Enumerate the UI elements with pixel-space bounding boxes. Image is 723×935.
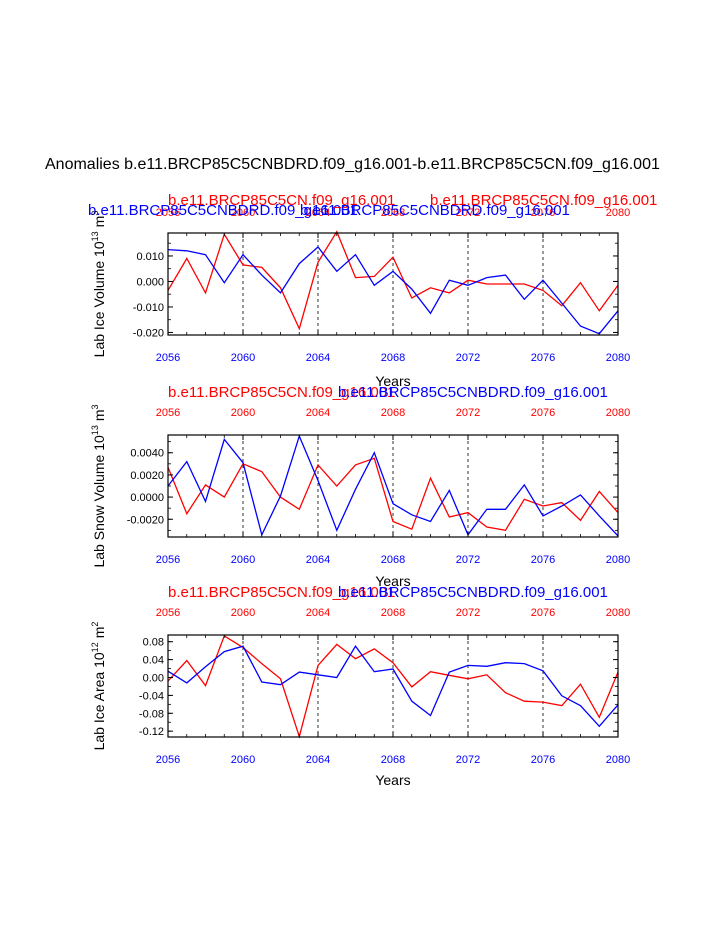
x-tick-label-bottom: 2080: [606, 554, 630, 566]
y-axis-label: Lab Ice Area 1012 m2: [90, 622, 107, 751]
x-tick-label-top: 2064: [306, 607, 330, 619]
x-tick-label-bottom: 2076: [531, 352, 555, 364]
x-tick-label-bottom: 2072: [456, 554, 480, 566]
x-tick-label-bottom: 2072: [456, 352, 480, 364]
x-tick-label-top: 2060: [231, 407, 255, 419]
x-tick-label-top: 2072: [456, 607, 480, 619]
x-axis-label: Years: [375, 573, 410, 589]
dataset-label: b.e11.BRCP85C5CNBDRD.f09_g16.001: [338, 384, 608, 401]
x-tick-label-top: 2068: [381, 207, 405, 219]
x-tick-label-top: 2072: [456, 407, 480, 419]
x-tick-label-top: 2080: [606, 607, 630, 619]
series-line-red: [167, 457, 619, 532]
y-axis-label-part: 2: [90, 622, 100, 627]
x-tick-label-bottom: 2080: [606, 352, 630, 364]
y-tick-label: -0.0020: [127, 514, 164, 526]
y-axis-label-part: 13: [90, 231, 100, 241]
dataset-label: b.e11.BRCP85C5CNBDRD.f09_g16.001: [88, 202, 358, 219]
x-tick-label-bottom: 2068: [381, 754, 405, 766]
x-tick-label-top: 2068: [381, 407, 405, 419]
x-tick-label-top: 2056: [156, 607, 180, 619]
y-axis-label-part: m: [91, 627, 107, 639]
y-tick-label: 0.000: [136, 276, 164, 288]
x-tick-label-top: 2072: [456, 207, 480, 219]
x-tick-label-bottom: 2080: [606, 754, 630, 766]
series-line-red: [167, 230, 619, 331]
x-tick-label-top: 2060: [231, 207, 255, 219]
x-tick-label-top: 2056: [156, 407, 180, 419]
y-axis-label: Lab Ice Volume 1013 m3: [90, 211, 107, 358]
series-line-blue: [167, 246, 619, 335]
dataset-label: b.e11.BRCP85C5CN.f09_g16.001: [168, 192, 395, 209]
y-axis-label-part: 13: [90, 425, 100, 435]
x-tick-label-top: 2064: [306, 407, 330, 419]
y-axis-label-part: m: [91, 216, 107, 228]
x-tick-label-top: 2064: [306, 207, 330, 219]
x-tick-label-bottom: 2056: [156, 754, 180, 766]
x-tick-label-top: 2080: [606, 207, 630, 219]
y-tick-label: 0.010: [136, 251, 164, 263]
y-tick-label: 0.0040: [130, 448, 164, 460]
y-axis-label-part: 3: [90, 404, 100, 409]
y-tick-label: -0.020: [133, 327, 164, 339]
page-title: Anomalies b.e11.BRCP85C5CNBDRD.f09_g16.0…: [45, 156, 660, 173]
series-line-blue: [167, 645, 619, 728]
x-tick-label-bottom: 2060: [231, 352, 255, 364]
y-axis-label-part: Lab Ice Volume 10: [91, 241, 107, 357]
x-tick-label-top: 2076: [531, 607, 555, 619]
dataset-label: b.e11.BRCP85C5CN.f09_g16.001: [168, 384, 395, 401]
dataset-label: b.e11.BRCP85C5CN.f09_g16.001: [430, 192, 657, 209]
y-axis-label-part: m: [91, 410, 107, 422]
x-tick-label-bottom: 2076: [531, 554, 555, 566]
x-tick-label-bottom: 2056: [156, 352, 180, 364]
x-tick-label-bottom: 2064: [306, 754, 330, 766]
x-tick-label-top: 2060: [231, 607, 255, 619]
x-tick-label-top: 2068: [381, 607, 405, 619]
y-tick-label: 0.08: [143, 637, 164, 649]
chart-panel-3: -0.12 -0.08 -0.04 0.00 0.04 0.08 2056 2056 2060 2…: [90, 584, 630, 788]
chart-panel-2: -0.0020 0.0000 0.0020 0.0040 2056 2056 2060 206…: [90, 384, 630, 589]
y-axis-label-part: Lab Ice Area 10: [91, 652, 107, 750]
y-tick-label: 0.0000: [130, 492, 164, 504]
x-tick-label-bottom: 2060: [231, 554, 255, 566]
x-tick-label-bottom: 2060: [231, 754, 255, 766]
x-axis-label: Years: [375, 772, 410, 788]
x-tick-label-bottom: 2064: [306, 554, 330, 566]
y-tick-label: 0.00: [143, 673, 164, 685]
y-tick-label: 0.0020: [130, 470, 164, 482]
chart-panel-1: -0.020 -0.010 0.000 0.010 2056 2056 2060 2060 20…: [88, 192, 657, 364]
x-tick-label-bottom: 2072: [456, 754, 480, 766]
x-tick-label-top: 2076: [531, 207, 555, 219]
y-axis-label-part: 3: [90, 211, 100, 216]
x-axis-label: Years: [375, 373, 410, 389]
series-line-blue: [167, 434, 619, 537]
dataset-label: b.e11.BRCP85C5CNBDRD.f09_g16.001: [338, 584, 608, 601]
x-tick-label-top: 2080: [606, 407, 630, 419]
y-axis-label-part: 12: [90, 642, 100, 652]
dataset-label: b.e11.BRCP85C5CN.f09_g16.001: [168, 584, 395, 601]
y-axis-label: Lab Snow Volume 1013 m3: [90, 404, 107, 567]
y-tick-label: -0.010: [133, 302, 164, 314]
y-tick-label: -0.08: [139, 708, 164, 720]
y-tick-label: -0.04: [139, 690, 164, 702]
y-tick-label: 0.04: [143, 655, 164, 667]
x-tick-label-top: 2056: [156, 207, 180, 219]
y-tick-label: -0.12: [139, 726, 164, 738]
x-tick-label-bottom: 2068: [381, 554, 405, 566]
y-axis-label-part: Lab Snow Volume 10: [91, 435, 107, 568]
x-tick-label-bottom: 2068: [381, 352, 405, 364]
dataset-label: b.e11.BRCP85C5CNBDRD.f09_g16.001: [300, 202, 570, 219]
x-tick-label-bottom: 2056: [156, 554, 180, 566]
x-tick-label-bottom: 2076: [531, 754, 555, 766]
x-tick-label-top: 2076: [531, 407, 555, 419]
x-tick-label-bottom: 2064: [306, 352, 330, 364]
